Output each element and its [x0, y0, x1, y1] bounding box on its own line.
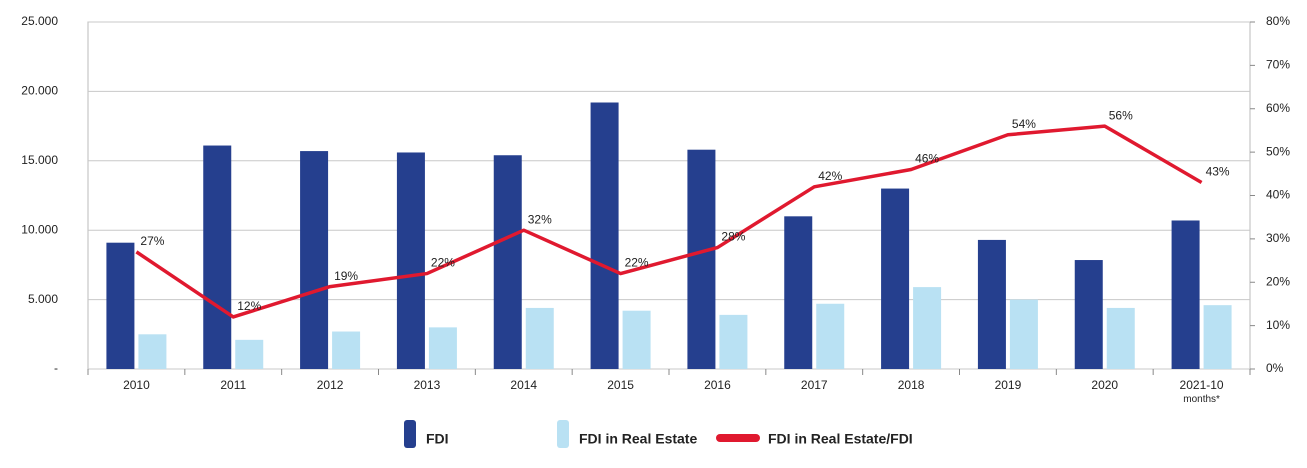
line: [135, 124, 1203, 319]
y2-tick-label: 30%: [1266, 231, 1290, 245]
legend-swatch: [404, 420, 416, 448]
bar: [816, 303, 845, 369]
x-tick-label: 2011: [220, 378, 246, 392]
bar: [493, 155, 522, 369]
data-label: 22%: [431, 256, 455, 270]
data-label: 42%: [818, 169, 842, 183]
bar: [525, 307, 554, 369]
bar: [203, 145, 232, 369]
data-label: 27%: [140, 234, 164, 248]
bar: [106, 242, 135, 369]
bar: [396, 152, 425, 369]
data-label: 43%: [1206, 165, 1230, 179]
bar: [913, 287, 942, 369]
bar: [138, 334, 167, 369]
x-tick-label: 2021-10 months*: [1180, 378, 1224, 404]
y2-tick-label: 0%: [1266, 361, 1284, 375]
data-label: 46%: [915, 152, 939, 166]
bar: [590, 102, 619, 369]
y2-tick-label: 70%: [1266, 58, 1290, 72]
y-tick-label: -: [54, 361, 58, 375]
bar: [1009, 299, 1038, 369]
data-label: 56%: [1109, 108, 1133, 122]
data-label: 32%: [528, 212, 552, 226]
y-tick-label: 5.000: [28, 292, 58, 306]
x-tick-label: 2012: [317, 378, 344, 392]
x-tick-label: 2016: [704, 378, 731, 392]
bar: [881, 188, 910, 369]
legend-swatch: [557, 420, 569, 448]
y2-tick-label: 10%: [1266, 318, 1290, 332]
bar: [1203, 305, 1232, 369]
data-label: 22%: [625, 256, 649, 270]
bar: [784, 216, 813, 369]
y2-tick-label: 50%: [1266, 144, 1290, 158]
bar: [687, 149, 716, 369]
y2-tick-label: 80%: [1266, 14, 1290, 28]
y-tick-label: 20.000: [21, 84, 58, 98]
legend-label: FDI in Real Estate/FDI: [768, 431, 913, 447]
bar: [428, 327, 457, 369]
x-tick-label: 2017: [801, 378, 828, 392]
x-tick-label: 2019: [995, 378, 1022, 392]
x-tick-label: 2014: [510, 378, 537, 392]
bar: [719, 314, 748, 369]
x-tick-label: 2013: [414, 378, 441, 392]
bar: [622, 310, 651, 369]
y-tick-label: 15.000: [21, 153, 58, 167]
data-label: 12%: [237, 299, 261, 313]
data-label: 28%: [721, 230, 745, 244]
x-tick-label: 2018: [898, 378, 925, 392]
legend-label: FDI in Real Estate: [579, 431, 697, 447]
y2-tick-label: 40%: [1266, 188, 1290, 202]
y-tick-label: 25.000: [21, 14, 58, 28]
bar: [332, 331, 361, 369]
x-tick-label: 2010: [123, 378, 150, 392]
bar: [235, 339, 264, 369]
bar: [1106, 307, 1135, 369]
y-tick-label: 10.000: [21, 222, 58, 236]
data-label: 19%: [334, 269, 358, 283]
x-tick-label: 2020: [1091, 378, 1118, 392]
bar: [300, 151, 329, 369]
bar: [1074, 260, 1103, 369]
y2-tick-label: 60%: [1266, 101, 1290, 115]
y2-tick-label: 20%: [1266, 274, 1290, 288]
data-label: 54%: [1012, 117, 1036, 131]
bar: [977, 239, 1006, 369]
bar: [1171, 220, 1200, 369]
legend-label: FDI: [426, 431, 449, 447]
x-tick-label: 2015: [607, 378, 634, 392]
